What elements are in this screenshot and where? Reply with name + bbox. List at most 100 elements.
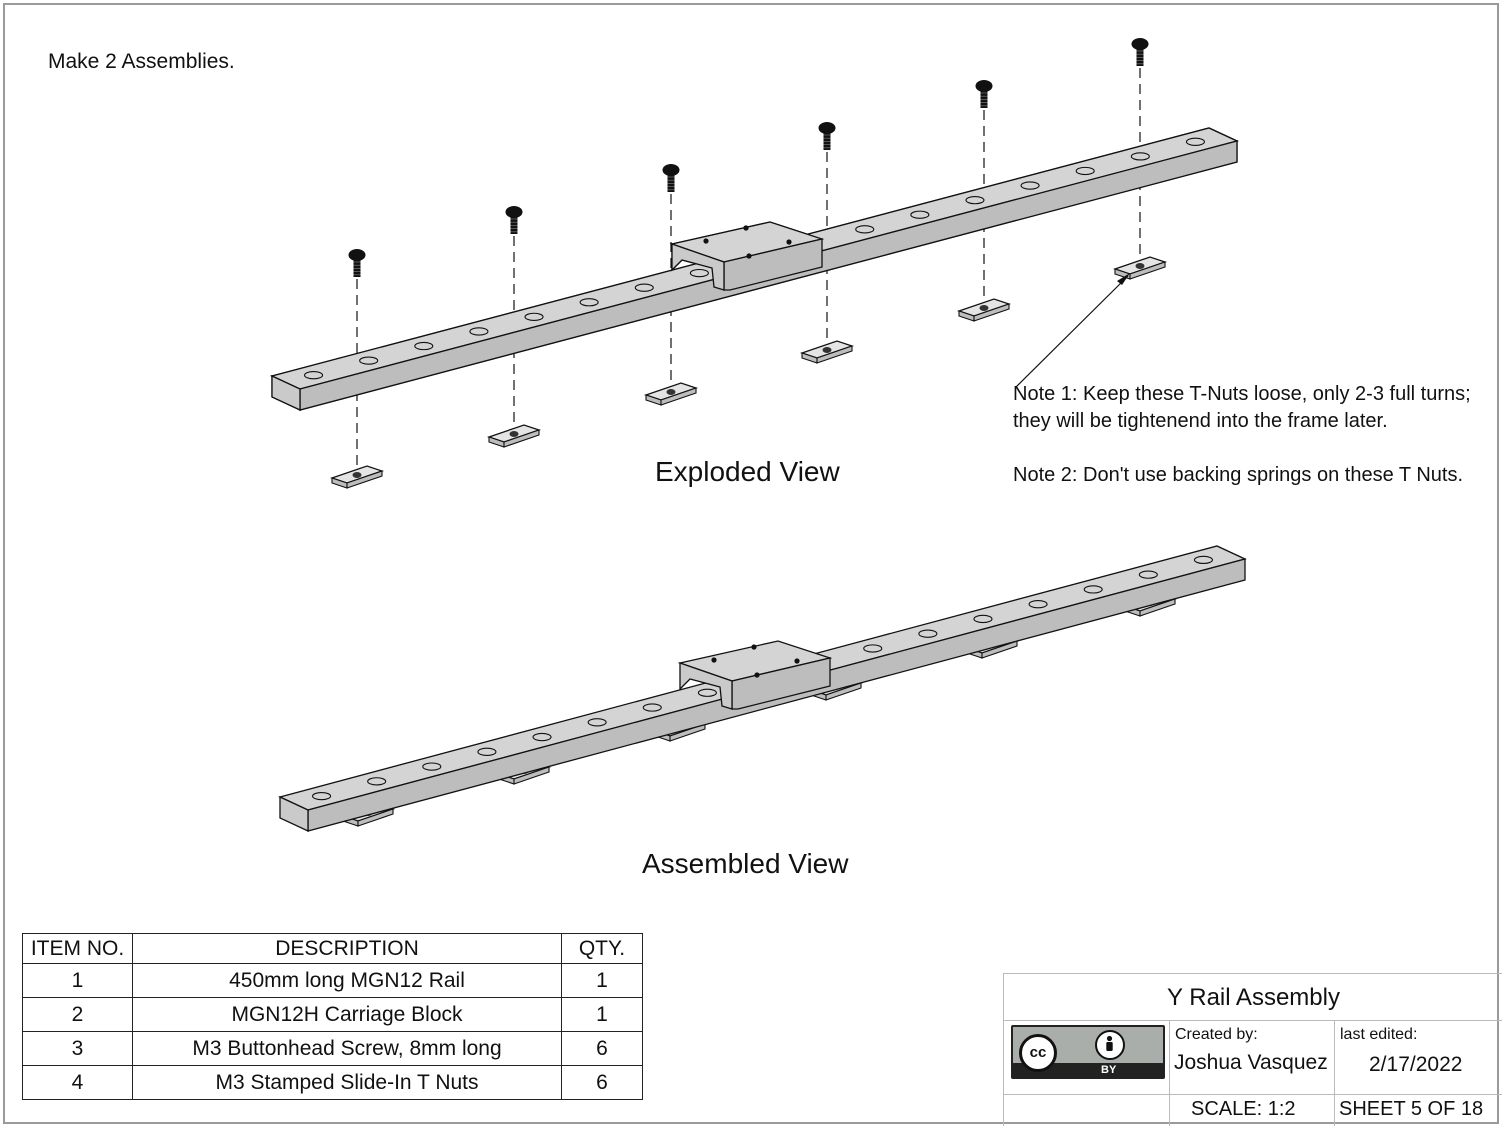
t-nut-front [981, 640, 1018, 659]
title-cell: Y Rail Assembly [1003, 973, 1502, 1021]
bom-description: 450mm long MGN12 Rail [132, 963, 562, 998]
rail-mounting-hole [524, 312, 544, 322]
t-nut-front [1129, 261, 1166, 280]
sheet-number: SHEET 5 OF 18 [1339, 1098, 1484, 1120]
attribution-person-icon [1095, 1030, 1125, 1060]
rail-mounting-hole [1083, 585, 1103, 594]
note-1-line-2: they will be tightenend into the frame l… [1013, 410, 1388, 432]
screw-head [505, 206, 523, 218]
rail-mounting-hole [532, 732, 552, 742]
last-edited-cell: last edited: 2/17/2022 [1335, 1021, 1502, 1094]
t-nut-front [513, 766, 550, 785]
bom-header-item-no: ITEM NO. [22, 933, 133, 964]
drawing-sheet-border [3, 3, 1499, 1124]
by-label: BY [1101, 1064, 1117, 1076]
table-row: 1 450mm long MGN12 Rail 1 [22, 963, 643, 998]
rail-end-face [271, 374, 301, 412]
carriage-screw-hole [754, 672, 760, 678]
scale-value: SCALE: 1:2 [1191, 1098, 1296, 1120]
assembled-view-title: Assembled View [642, 848, 849, 879]
exploded-view-drawing [270, 38, 1239, 489]
screw-head [348, 249, 366, 261]
assembled-view-drawing [278, 545, 1247, 833]
screw-shank [980, 90, 988, 108]
bom-description: M3 Stamped Slide-In T Nuts [132, 1065, 562, 1100]
t-nut-thread-hole [666, 389, 676, 395]
assembly-instruction: Make 2 Assemblies. [48, 50, 235, 73]
license-cell: cc BY [1003, 1021, 1170, 1094]
rail-mounting-hole [477, 747, 497, 756]
rail-mounting-hole [910, 210, 930, 219]
screw-shank [353, 259, 361, 277]
screw-head [975, 80, 993, 92]
table-row: 4 M3 Stamped Slide-In T Nuts 6 [22, 1065, 643, 1100]
screw-head [662, 164, 680, 176]
author-name: Joshua Vasquez [1174, 1051, 1328, 1074]
bom-header-description: DESCRIPTION [132, 933, 562, 964]
t-nut-front [660, 387, 697, 406]
rail-mounting-hole [1185, 137, 1205, 146]
bom-qty: 6 [561, 1065, 643, 1100]
bom-qty: 1 [561, 963, 643, 998]
rail-mounting-hole [973, 614, 993, 624]
rail-mounting-hole [414, 341, 434, 351]
carriage-screw-hole [703, 238, 709, 244]
bom-description: M3 Buttonhead Screw, 8mm long [132, 1031, 562, 1066]
rail-mounting-hole [863, 644, 883, 653]
rail-mounting-hole [367, 777, 387, 786]
carriage-screw-hole [746, 253, 752, 259]
carriage-screw-hole [794, 658, 800, 664]
rail-mounting-hole [1193, 555, 1213, 565]
bom-description: MGN12H Carriage Block [132, 997, 562, 1032]
screw-shank [510, 216, 518, 234]
rail-mounting-hole [697, 688, 717, 697]
rail-mounting-hole [422, 762, 442, 771]
note-leader-arrow [1117, 273, 1130, 285]
screw-shank [1136, 48, 1144, 66]
exploded-view-title: Exploded View [655, 456, 840, 487]
last-edited-date: 2/17/2022 [1369, 1053, 1463, 1076]
bom-qty: 1 [561, 997, 643, 1032]
t-nut-front [816, 345, 853, 364]
rail-mounting-hole [587, 718, 607, 727]
rail-mounting-hole [1020, 181, 1040, 190]
t-nut-front [357, 808, 394, 827]
bom-qty: 6 [561, 1031, 643, 1066]
drawing-title: Y Rail Assembly [1167, 984, 1340, 1011]
screw-shank [823, 132, 831, 150]
table-row: 3 M3 Buttonhead Screw, 8mm long 6 [22, 1031, 643, 1066]
sheet-number-cell: SHEET 5 OF 18 [1335, 1094, 1502, 1126]
rail-mounting-hole [689, 268, 709, 278]
t-nut-thread-hole [1135, 263, 1145, 269]
rail-mounting-hole [359, 356, 379, 365]
bom-item-no: 3 [22, 1031, 133, 1066]
note-leader-line [1014, 275, 1129, 389]
rail-mounting-hole [312, 791, 332, 801]
scale-cell: SCALE: 1:2 [1170, 1094, 1335, 1126]
bom-item-no: 4 [22, 1065, 133, 1100]
rail-mounting-hole [634, 283, 654, 292]
bom-item-no: 1 [22, 963, 133, 998]
bom-header-row: ITEM NO. DESCRIPTION QTY. [22, 933, 643, 964]
rail-mounting-hole [579, 298, 599, 307]
created-by-label: Created by: [1175, 1026, 1258, 1043]
rail-mounting-hole [642, 703, 662, 712]
rail-end-face [279, 795, 309, 833]
t-nut-front [825, 682, 862, 701]
rail-mounting-hole [1130, 152, 1150, 161]
rail-mounting-hole [1028, 600, 1048, 609]
carriage-end-face [671, 243, 725, 291]
bill-of-materials-table: ITEM NO. DESCRIPTION QTY. 1 450mm long M… [22, 933, 643, 1100]
t-nut-thread-hole [509, 431, 519, 437]
note-1-line-1: Note 1: Keep these T-Nuts loose, only 2-… [1013, 383, 1471, 405]
carriage-end-face [679, 662, 733, 710]
rail-mounting-hole [918, 629, 938, 638]
t-nut-thread-hole [822, 347, 832, 353]
last-edited-label: last edited: [1340, 1026, 1418, 1043]
t-nut-front [973, 303, 1010, 322]
cc-logo-icon: cc [1019, 1034, 1057, 1072]
table-row: 2 MGN12H Carriage Block 1 [22, 997, 643, 1032]
t-nut-front [1139, 598, 1176, 617]
carriage-screw-hole [743, 225, 749, 231]
